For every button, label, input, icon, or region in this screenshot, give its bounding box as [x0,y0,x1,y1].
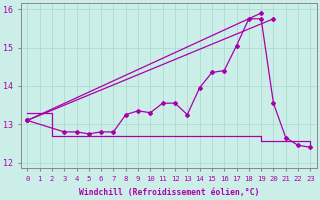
X-axis label: Windchill (Refroidissement éolien,°C): Windchill (Refroidissement éolien,°C) [79,188,259,197]
